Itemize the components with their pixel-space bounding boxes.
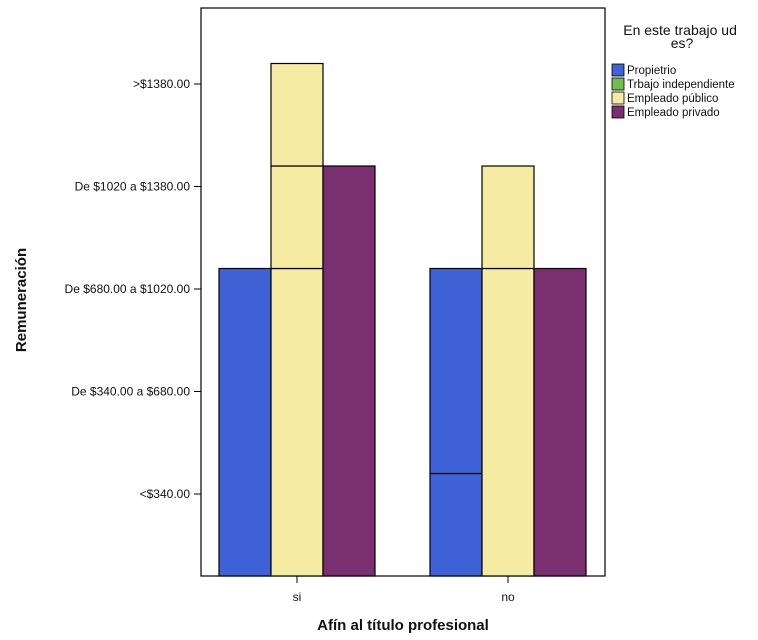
legend-entry: Empleado privado: [627, 107, 720, 119]
bar-no-empleado-privado: [533, 267, 587, 577]
y-tick-label: >$1380.00: [133, 77, 190, 91]
y-axis-title: Remuneración: [13, 248, 30, 352]
legend-swatch: [611, 91, 625, 105]
y-tick-label: <$340.00: [140, 487, 191, 501]
bar-no-empleado-p-blico: [481, 165, 535, 270]
x-tick-label: no: [501, 590, 515, 604]
x-axis: si no: [293, 576, 515, 604]
bar-no-propietrio: [429, 267, 483, 475]
legend-swatch: [611, 77, 625, 91]
legend-swatch: [611, 105, 625, 119]
bar-si-empleado-p-blico: [270, 267, 324, 577]
bar-si-propietrio: [218, 267, 272, 577]
y-tick-label: De $680.00 a $1020.00: [65, 282, 191, 296]
legend-title: En este trabajo ud es?: [623, 22, 741, 51]
legend-entry: Propietrio: [627, 65, 676, 77]
legend-entry: Empleado público: [627, 93, 718, 105]
bar-no-empleado-p-blico: [481, 267, 535, 577]
bar-no-propietrio: [429, 472, 483, 577]
y-tick-label: De $340.00 a $680.00: [71, 385, 190, 399]
y-axis: <$340.00 De $340.00 a $680.00 De $680.00 a…: [65, 77, 201, 501]
legend-swatch: [611, 63, 625, 77]
bar-si-empleado-p-blico: [270, 62, 324, 167]
y-tick-label: De $1020 a $1380.00: [75, 180, 191, 194]
bars-group: [218, 62, 587, 577]
legend: En este trabajo ud es? Propietrio Trbajo …: [611, 22, 741, 119]
legend-entry: Trbajo independiente: [627, 79, 735, 91]
x-tick-label: si: [293, 590, 302, 604]
bar-si-empleado-privado: [322, 165, 376, 577]
bar-si-empleado-p-blico: [270, 165, 324, 270]
x-axis-title: Afín al título profesional: [317, 617, 489, 634]
